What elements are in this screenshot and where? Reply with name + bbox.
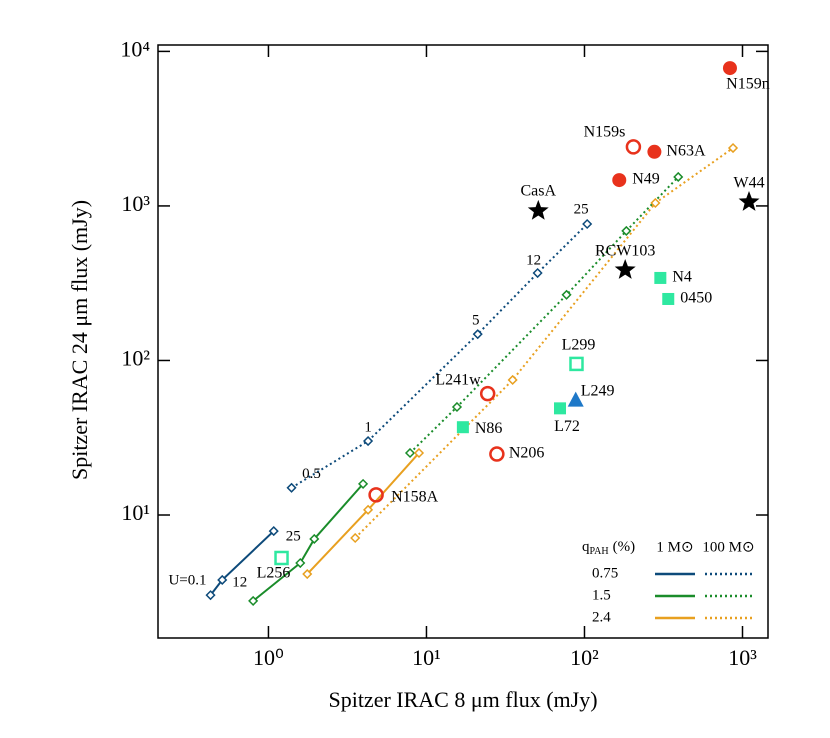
model-curves bbox=[205, 142, 739, 606]
model-point bbox=[268, 526, 279, 537]
model-line bbox=[306, 452, 420, 575]
model-point bbox=[309, 533, 320, 545]
legend-column-label: 100 M⊙ bbox=[702, 539, 754, 555]
source-marker bbox=[738, 191, 760, 211]
source-marker bbox=[567, 391, 584, 407]
source-label: L72 bbox=[554, 418, 580, 435]
legend-label: 1.5 bbox=[592, 587, 611, 603]
y-tick-label: 10³ bbox=[121, 191, 150, 216]
model-point bbox=[561, 289, 572, 300]
source-marker bbox=[654, 271, 667, 284]
legend-title-subscript: PAH bbox=[590, 546, 609, 557]
model-point bbox=[363, 504, 374, 515]
model-line bbox=[252, 483, 364, 602]
x-tick-label: 10⁰ bbox=[253, 645, 284, 670]
source-label: N49 bbox=[632, 171, 660, 188]
y-tick-label: 10¹ bbox=[121, 500, 150, 525]
source-label: N159s bbox=[584, 124, 626, 141]
source-marker bbox=[274, 550, 289, 566]
model-line bbox=[354, 147, 734, 539]
model-point bbox=[727, 142, 739, 154]
model-point-label: 25 bbox=[574, 201, 589, 217]
source-label: N206 bbox=[509, 445, 545, 462]
model-point bbox=[404, 447, 416, 459]
source-label: N159n bbox=[726, 76, 770, 93]
source-label: L249 bbox=[581, 382, 615, 399]
legend: qPAH (%) 1 M⊙ 100 M⊙ 0.75 1.5 2.4 bbox=[582, 539, 755, 625]
model-point-label: 25 bbox=[286, 529, 301, 545]
model-point bbox=[205, 590, 216, 601]
model-point-label: 12 bbox=[526, 252, 541, 268]
source-marker bbox=[456, 421, 469, 434]
source-label: N158A bbox=[391, 489, 439, 506]
source-marker bbox=[647, 144, 662, 159]
model-point bbox=[248, 595, 259, 606]
source-label: L299 bbox=[562, 337, 596, 354]
source-marker bbox=[662, 292, 675, 305]
source-label: L241w bbox=[435, 371, 481, 388]
model-point bbox=[295, 557, 306, 569]
model-point bbox=[358, 478, 369, 489]
model-point bbox=[350, 532, 361, 544]
source-marker bbox=[569, 356, 584, 372]
source-label: N4 bbox=[672, 269, 692, 286]
model-point bbox=[413, 447, 425, 459]
plot-frame bbox=[157, 44, 769, 639]
legend-title: qPAH (%) bbox=[582, 539, 635, 557]
model-point bbox=[621, 225, 632, 236]
model-point bbox=[451, 401, 463, 413]
model-point bbox=[582, 218, 593, 230]
y-tick-label: 10² bbox=[121, 346, 150, 371]
source-marker bbox=[722, 61, 737, 76]
y-axis-label: Spitzer IRAC 24 μm flux (mJy) bbox=[67, 200, 92, 480]
model-point bbox=[302, 568, 313, 580]
model-point-label: 12 bbox=[232, 574, 247, 590]
source-label: W44 bbox=[733, 175, 764, 192]
model-point-label: 0.5 bbox=[302, 466, 321, 482]
legend-column-label: 1 M⊙ bbox=[656, 539, 693, 555]
model-point-label: 1 bbox=[364, 419, 372, 435]
source-marker bbox=[489, 446, 505, 462]
model-point-label: 5 bbox=[472, 313, 480, 329]
x-tick-label: 10² bbox=[570, 645, 599, 670]
model-point bbox=[532, 267, 543, 279]
y-tick-label: 10⁴ bbox=[120, 36, 150, 61]
model-line bbox=[291, 223, 588, 489]
source-marker bbox=[368, 487, 384, 503]
source-label: RCW103 bbox=[595, 243, 655, 260]
model-point-label: U=0.1 bbox=[168, 573, 206, 589]
source-marker bbox=[614, 259, 636, 279]
source-marker bbox=[625, 139, 642, 155]
x-tick-label: 10¹ bbox=[412, 645, 441, 670]
legend-label: 0.75 bbox=[592, 565, 618, 581]
model-point bbox=[673, 171, 684, 183]
source-label: 0450 bbox=[680, 290, 712, 307]
model-point bbox=[363, 435, 374, 447]
legend-label: 2.4 bbox=[592, 609, 611, 625]
source-marker bbox=[554, 402, 567, 415]
source-marker bbox=[479, 385, 496, 402]
source-label: N86 bbox=[475, 420, 503, 437]
source-label: N63A bbox=[666, 142, 706, 159]
source-marker bbox=[527, 199, 549, 220]
source-marker bbox=[612, 173, 627, 188]
model-point bbox=[286, 482, 297, 493]
source-label: L256 bbox=[257, 565, 291, 582]
model-point bbox=[507, 374, 518, 386]
model-point bbox=[217, 574, 228, 586]
x-axis-label: Spitzer IRAC 8 μm flux (mJy) bbox=[328, 687, 597, 712]
legend-title-symbol: q bbox=[582, 539, 590, 555]
model-point bbox=[472, 329, 483, 340]
legend-title-unit: (%) bbox=[613, 539, 636, 555]
x-tick-label: 10³ bbox=[728, 645, 757, 670]
source-label: CasA bbox=[520, 183, 556, 200]
model-point bbox=[650, 197, 661, 209]
